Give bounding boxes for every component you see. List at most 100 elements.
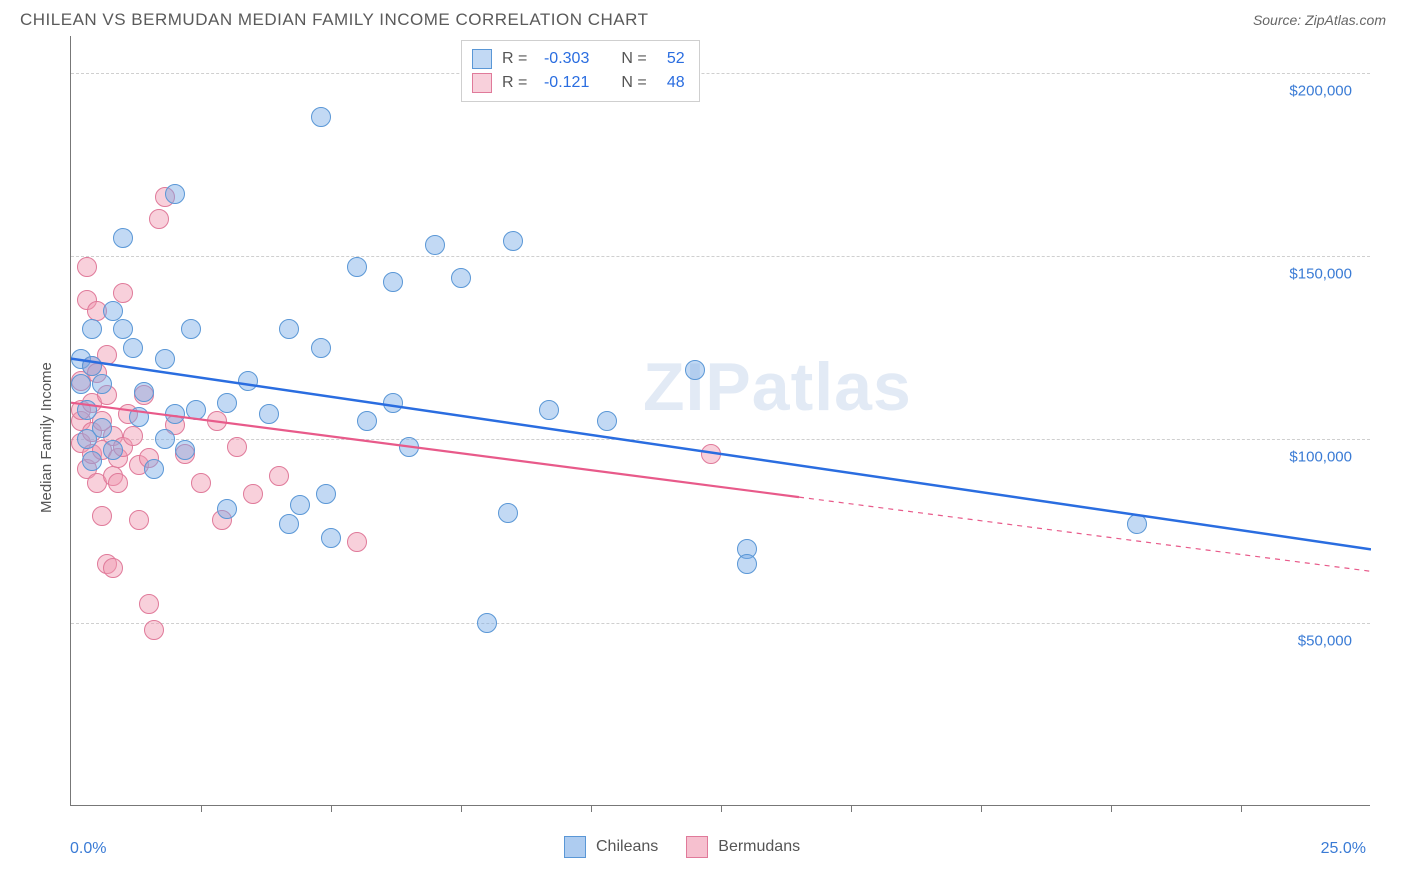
r-value: -0.303 [537,47,589,71]
scatter-point [217,499,237,519]
series-swatch [472,73,492,93]
scatter-point [103,440,123,460]
scatter-point [737,554,757,574]
scatter-point [227,437,247,457]
scatter-point [498,503,518,523]
scatter-point [311,107,331,127]
y-tick-label: $150,000 [1289,266,1352,283]
legend-label: Chileans [596,838,658,856]
x-tick [721,805,722,812]
scatter-point [181,319,201,339]
scatter-point [134,382,154,402]
x-tick [851,805,852,812]
scatter-point [92,418,112,438]
scatter-point [347,257,367,277]
legend-item: Chileans [564,836,658,858]
y-tick-label: $50,000 [1298,632,1352,649]
scatter-point [103,558,123,578]
stats-legend: R =-0.303N =52R =-0.121N =48 [461,40,700,102]
scatter-point [165,404,185,424]
source-label: Source: ZipAtlas.com [1253,12,1386,28]
scatter-point [383,393,403,413]
scatter-point [259,404,279,424]
stats-row: R =-0.303N =52 [472,47,685,71]
scatter-point [347,532,367,552]
x-tick [201,805,202,812]
x-max-label: 25.0% [1321,840,1366,858]
scatter-point [144,620,164,640]
correlation-chart: $50,000$100,000$150,000$200,000ZIPatlasR… [20,36,1386,876]
legend-label: Bermudans [718,838,800,856]
n-value: 48 [657,71,685,95]
x-tick [331,805,332,812]
scatter-point [129,510,149,530]
scatter-point [155,349,175,369]
watermark: ZIPatlas [643,348,912,426]
scatter-point [186,400,206,420]
scatter-point [82,451,102,471]
scatter-point [113,283,133,303]
scatter-point [175,440,195,460]
scatter-point [129,407,149,427]
x-tick [981,805,982,812]
x-tick [1241,805,1242,812]
scatter-point [82,356,102,376]
scatter-point [77,257,97,277]
scatter-point [321,528,341,548]
gridline [71,256,1370,257]
legend-swatch [564,836,586,858]
scatter-point [311,338,331,358]
legend-item: Bermudans [686,836,800,858]
scatter-point [243,484,263,504]
scatter-point [597,411,617,431]
y-tick-label: $200,000 [1289,82,1352,99]
scatter-point [477,613,497,633]
scatter-point [685,360,705,380]
scatter-point [82,319,102,339]
scatter-point [357,411,377,431]
x-tick [1111,805,1112,812]
scatter-point [451,268,471,288]
scatter-point [149,209,169,229]
plot-area: $50,000$100,000$150,000$200,000ZIPatlasR… [70,36,1370,806]
scatter-point [701,444,721,464]
r-value: -0.121 [537,71,589,95]
scatter-point [144,459,164,479]
scatter-point [316,484,336,504]
y-axis-title: Median Family Income [38,363,55,514]
scatter-point [217,393,237,413]
scatter-point [71,374,91,394]
scatter-point [1127,514,1147,534]
scatter-point [539,400,559,420]
header: CHILEAN VS BERMUDAN MEDIAN FAMILY INCOME… [0,0,1406,36]
scatter-point [92,506,112,526]
scatter-point [103,301,123,321]
chart-title: CHILEAN VS BERMUDAN MEDIAN FAMILY INCOME… [20,10,649,30]
scatter-point [279,319,299,339]
x-min-label: 0.0% [70,840,106,858]
scatter-point [155,429,175,449]
scatter-point [165,184,185,204]
scatter-point [123,426,143,446]
scatter-point [290,495,310,515]
legend-swatch [686,836,708,858]
scatter-point [123,338,143,358]
scatter-point [503,231,523,251]
scatter-point [383,272,403,292]
scatter-point [139,594,159,614]
gridline [71,73,1370,74]
stats-row: R =-0.121N =48 [472,71,685,95]
scatter-point [191,473,211,493]
scatter-point [269,466,289,486]
scatter-point [108,473,128,493]
scatter-point [207,411,227,431]
x-tick [461,805,462,812]
scatter-point [279,514,299,534]
gridline [71,439,1370,440]
scatter-point [399,437,419,457]
series-swatch [472,49,492,69]
gridline [71,623,1370,624]
scatter-point [113,228,133,248]
series-legend: Chileans Bermudans [564,836,800,858]
x-tick [591,805,592,812]
